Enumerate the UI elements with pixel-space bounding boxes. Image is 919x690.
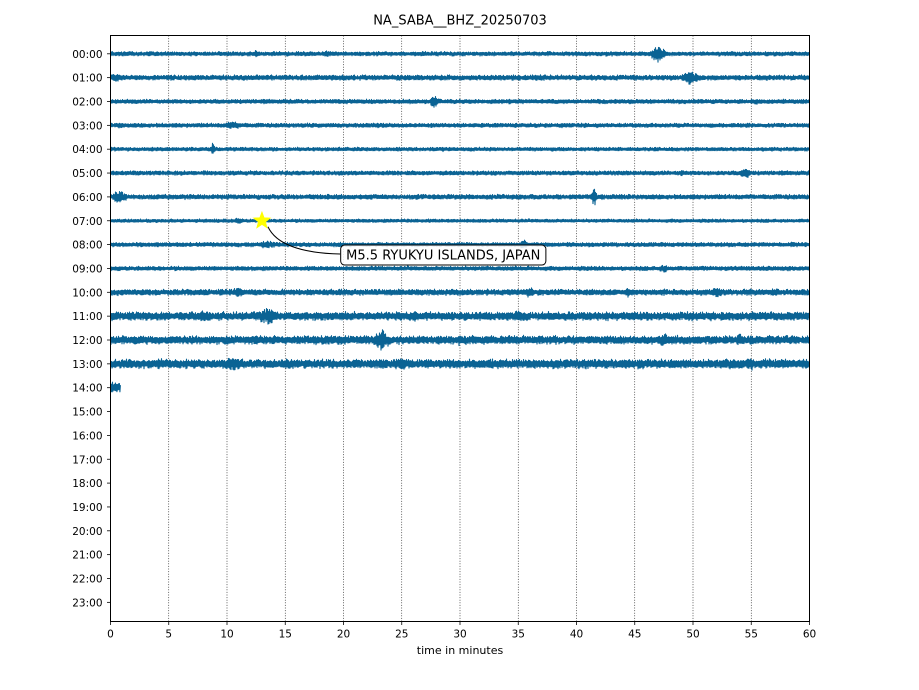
x-tick-label: 35 <box>512 629 525 641</box>
trace-1300 <box>109 357 811 371</box>
y-tick-label: 20:00 <box>72 526 102 538</box>
y-tick-label: 19:00 <box>72 502 102 514</box>
y-axis: 00:00 01:00 02:00 03:00 04:00 05:00 06:00 07:00… <box>72 49 111 609</box>
trace-0300 <box>109 121 811 129</box>
y-tick-label: 05:00 <box>72 168 102 180</box>
x-tick-label: 20 <box>337 629 350 641</box>
trace-1000 <box>109 287 811 298</box>
x-tick-label: 40 <box>570 629 583 641</box>
x-tick-label: 5 <box>165 629 172 641</box>
y-tick-label: 13:00 <box>72 359 102 371</box>
y-tick-label: 03:00 <box>72 120 102 132</box>
x-tick-label: 45 <box>628 629 641 641</box>
x-tick-label: 15 <box>279 629 292 641</box>
trace-0100 <box>109 71 811 85</box>
trace-0600 <box>109 188 811 206</box>
y-tick-label: 23:00 <box>72 597 102 609</box>
x-tick-label: 10 <box>220 629 233 641</box>
y-tick-label: 17:00 <box>72 454 102 466</box>
y-tick-label: 01:00 <box>72 73 102 85</box>
y-tick-label: 21:00 <box>72 550 102 562</box>
y-tick-label: 04:00 <box>72 144 102 156</box>
x-tick-label: 25 <box>395 629 408 641</box>
annotation-layer: M5.5 RYUKYU ISLANDS, JAPAN <box>252 210 547 266</box>
event-star-icon <box>252 210 272 229</box>
trace-0000 <box>109 46 811 63</box>
y-tick-label: 00:00 <box>72 49 102 61</box>
chart-title: NA_SABA__BHZ_20250703 <box>373 14 547 29</box>
x-tick-label: 55 <box>745 629 758 641</box>
y-tick-label: 11:00 <box>72 311 102 323</box>
annotation-box <box>340 244 547 266</box>
y-tick-label: 07:00 <box>72 216 102 228</box>
y-tick-label: 09:00 <box>72 263 102 275</box>
trace-1100 <box>109 308 811 325</box>
trace-layer <box>109 46 811 393</box>
x-axis: 0 5 10 15 20 25 30 35 40 45 50 55 60 <box>107 621 816 641</box>
y-tick-label: 06:00 <box>72 192 102 204</box>
x-axis-label: time in minutes <box>417 644 504 657</box>
y-tick-label: 02:00 <box>72 97 102 109</box>
y-tick-label: 08:00 <box>72 240 102 252</box>
x-tick-label: 60 <box>803 629 816 641</box>
y-tick-label: 14:00 <box>72 383 102 395</box>
y-tick-label: 22:00 <box>72 574 102 586</box>
y-tick-label: 18:00 <box>72 478 102 490</box>
y-tick-label: 10:00 <box>72 287 102 299</box>
annotation-arrow <box>267 226 341 255</box>
y-tick-label: 16:00 <box>72 430 102 442</box>
y-tick-label: 15:00 <box>72 407 102 419</box>
y-tick-label: 12:00 <box>72 335 102 347</box>
x-tick-label: 0 <box>107 629 114 641</box>
annotation-text: M5.5 RYUKYU ISLANDS, JAPAN <box>346 249 540 264</box>
x-tick-label: 50 <box>686 629 699 641</box>
x-tick-label: 30 <box>453 629 466 641</box>
trace-1200 <box>109 329 811 351</box>
